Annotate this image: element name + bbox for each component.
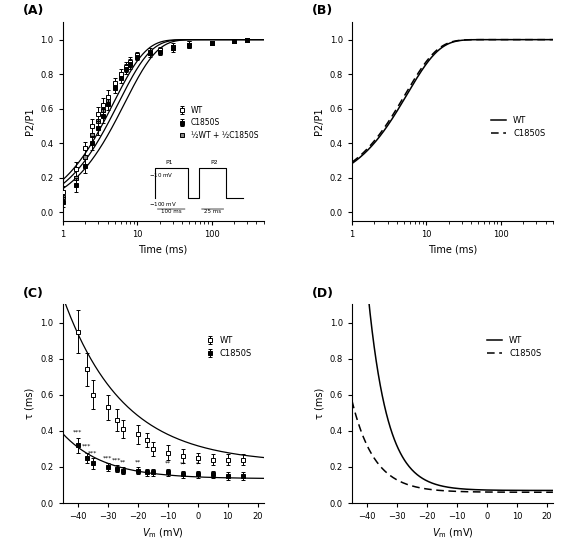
Y-axis label: P2/P1: P2/P1 xyxy=(314,108,324,135)
Line: C1850S: C1850S xyxy=(352,401,553,492)
Y-axis label: τ (ms): τ (ms) xyxy=(25,388,35,419)
X-axis label: Time (ms): Time (ms) xyxy=(139,245,188,254)
Line: C1850S: C1850S xyxy=(352,40,553,162)
WT xyxy=(522,36,528,43)
Text: ***: *** xyxy=(112,457,121,462)
Text: (A): (A) xyxy=(23,4,44,17)
WT xyxy=(349,160,356,167)
C1850S xyxy=(531,489,538,496)
Text: ***: *** xyxy=(73,429,83,434)
Legend: WT, C1850S: WT, C1850S xyxy=(484,333,545,361)
Text: ***: *** xyxy=(103,456,112,461)
C1850S xyxy=(518,489,525,496)
X-axis label: Time (ms): Time (ms) xyxy=(428,245,477,254)
Text: *: * xyxy=(196,462,199,467)
Legend: WT, C1850S: WT, C1850S xyxy=(203,333,255,361)
WT xyxy=(414,74,421,80)
WT xyxy=(373,138,380,144)
C1850S xyxy=(549,36,556,43)
WT xyxy=(549,487,556,494)
C1850S xyxy=(494,36,500,43)
C1850S xyxy=(468,489,475,495)
Text: **: ** xyxy=(180,461,186,466)
C1850S xyxy=(373,135,380,142)
Text: (C): (C) xyxy=(23,287,43,300)
X-axis label: $V_\mathrm{m}$ (mV): $V_\mathrm{m}$ (mV) xyxy=(142,527,184,541)
C1850S xyxy=(349,159,356,165)
C1850S xyxy=(467,489,474,495)
WT xyxy=(349,54,356,61)
Legend: WT, C1850S: WT, C1850S xyxy=(488,112,549,141)
C1850S xyxy=(414,71,421,78)
X-axis label: $V_\mathrm{m}$ (mV): $V_\mathrm{m}$ (mV) xyxy=(431,527,473,541)
WT xyxy=(518,487,525,494)
Text: **: ** xyxy=(120,459,126,465)
Text: (D): (D) xyxy=(312,287,334,300)
Text: ***: *** xyxy=(88,450,97,455)
C1850S xyxy=(519,36,526,43)
C1850S xyxy=(471,489,478,495)
WT xyxy=(468,486,475,493)
WT xyxy=(471,486,478,493)
C1850S xyxy=(549,489,556,496)
WT xyxy=(549,36,556,43)
Line: WT: WT xyxy=(352,40,553,163)
Y-axis label: P2/P1: P2/P1 xyxy=(25,108,35,135)
WT xyxy=(467,486,474,493)
Text: ***: *** xyxy=(82,444,91,449)
WT xyxy=(494,36,500,43)
C1850S xyxy=(349,400,356,407)
Y-axis label: τ (ms): τ (ms) xyxy=(314,388,324,419)
WT xyxy=(428,54,435,60)
C1850S xyxy=(349,397,356,404)
C1850S xyxy=(428,52,435,59)
C1850S xyxy=(495,36,502,43)
Text: **: ** xyxy=(135,459,141,465)
Line: WT: WT xyxy=(352,42,553,490)
Text: **: ** xyxy=(165,460,171,465)
Text: (B): (B) xyxy=(312,4,333,17)
C1850S xyxy=(475,36,482,43)
WT xyxy=(475,36,482,43)
WT xyxy=(531,487,538,494)
WT xyxy=(349,39,356,46)
WT xyxy=(495,36,502,43)
Legend: WT, C1850S, ½WT + ½C1850S: WT, C1850S, ½WT + ½C1850S xyxy=(177,104,260,141)
